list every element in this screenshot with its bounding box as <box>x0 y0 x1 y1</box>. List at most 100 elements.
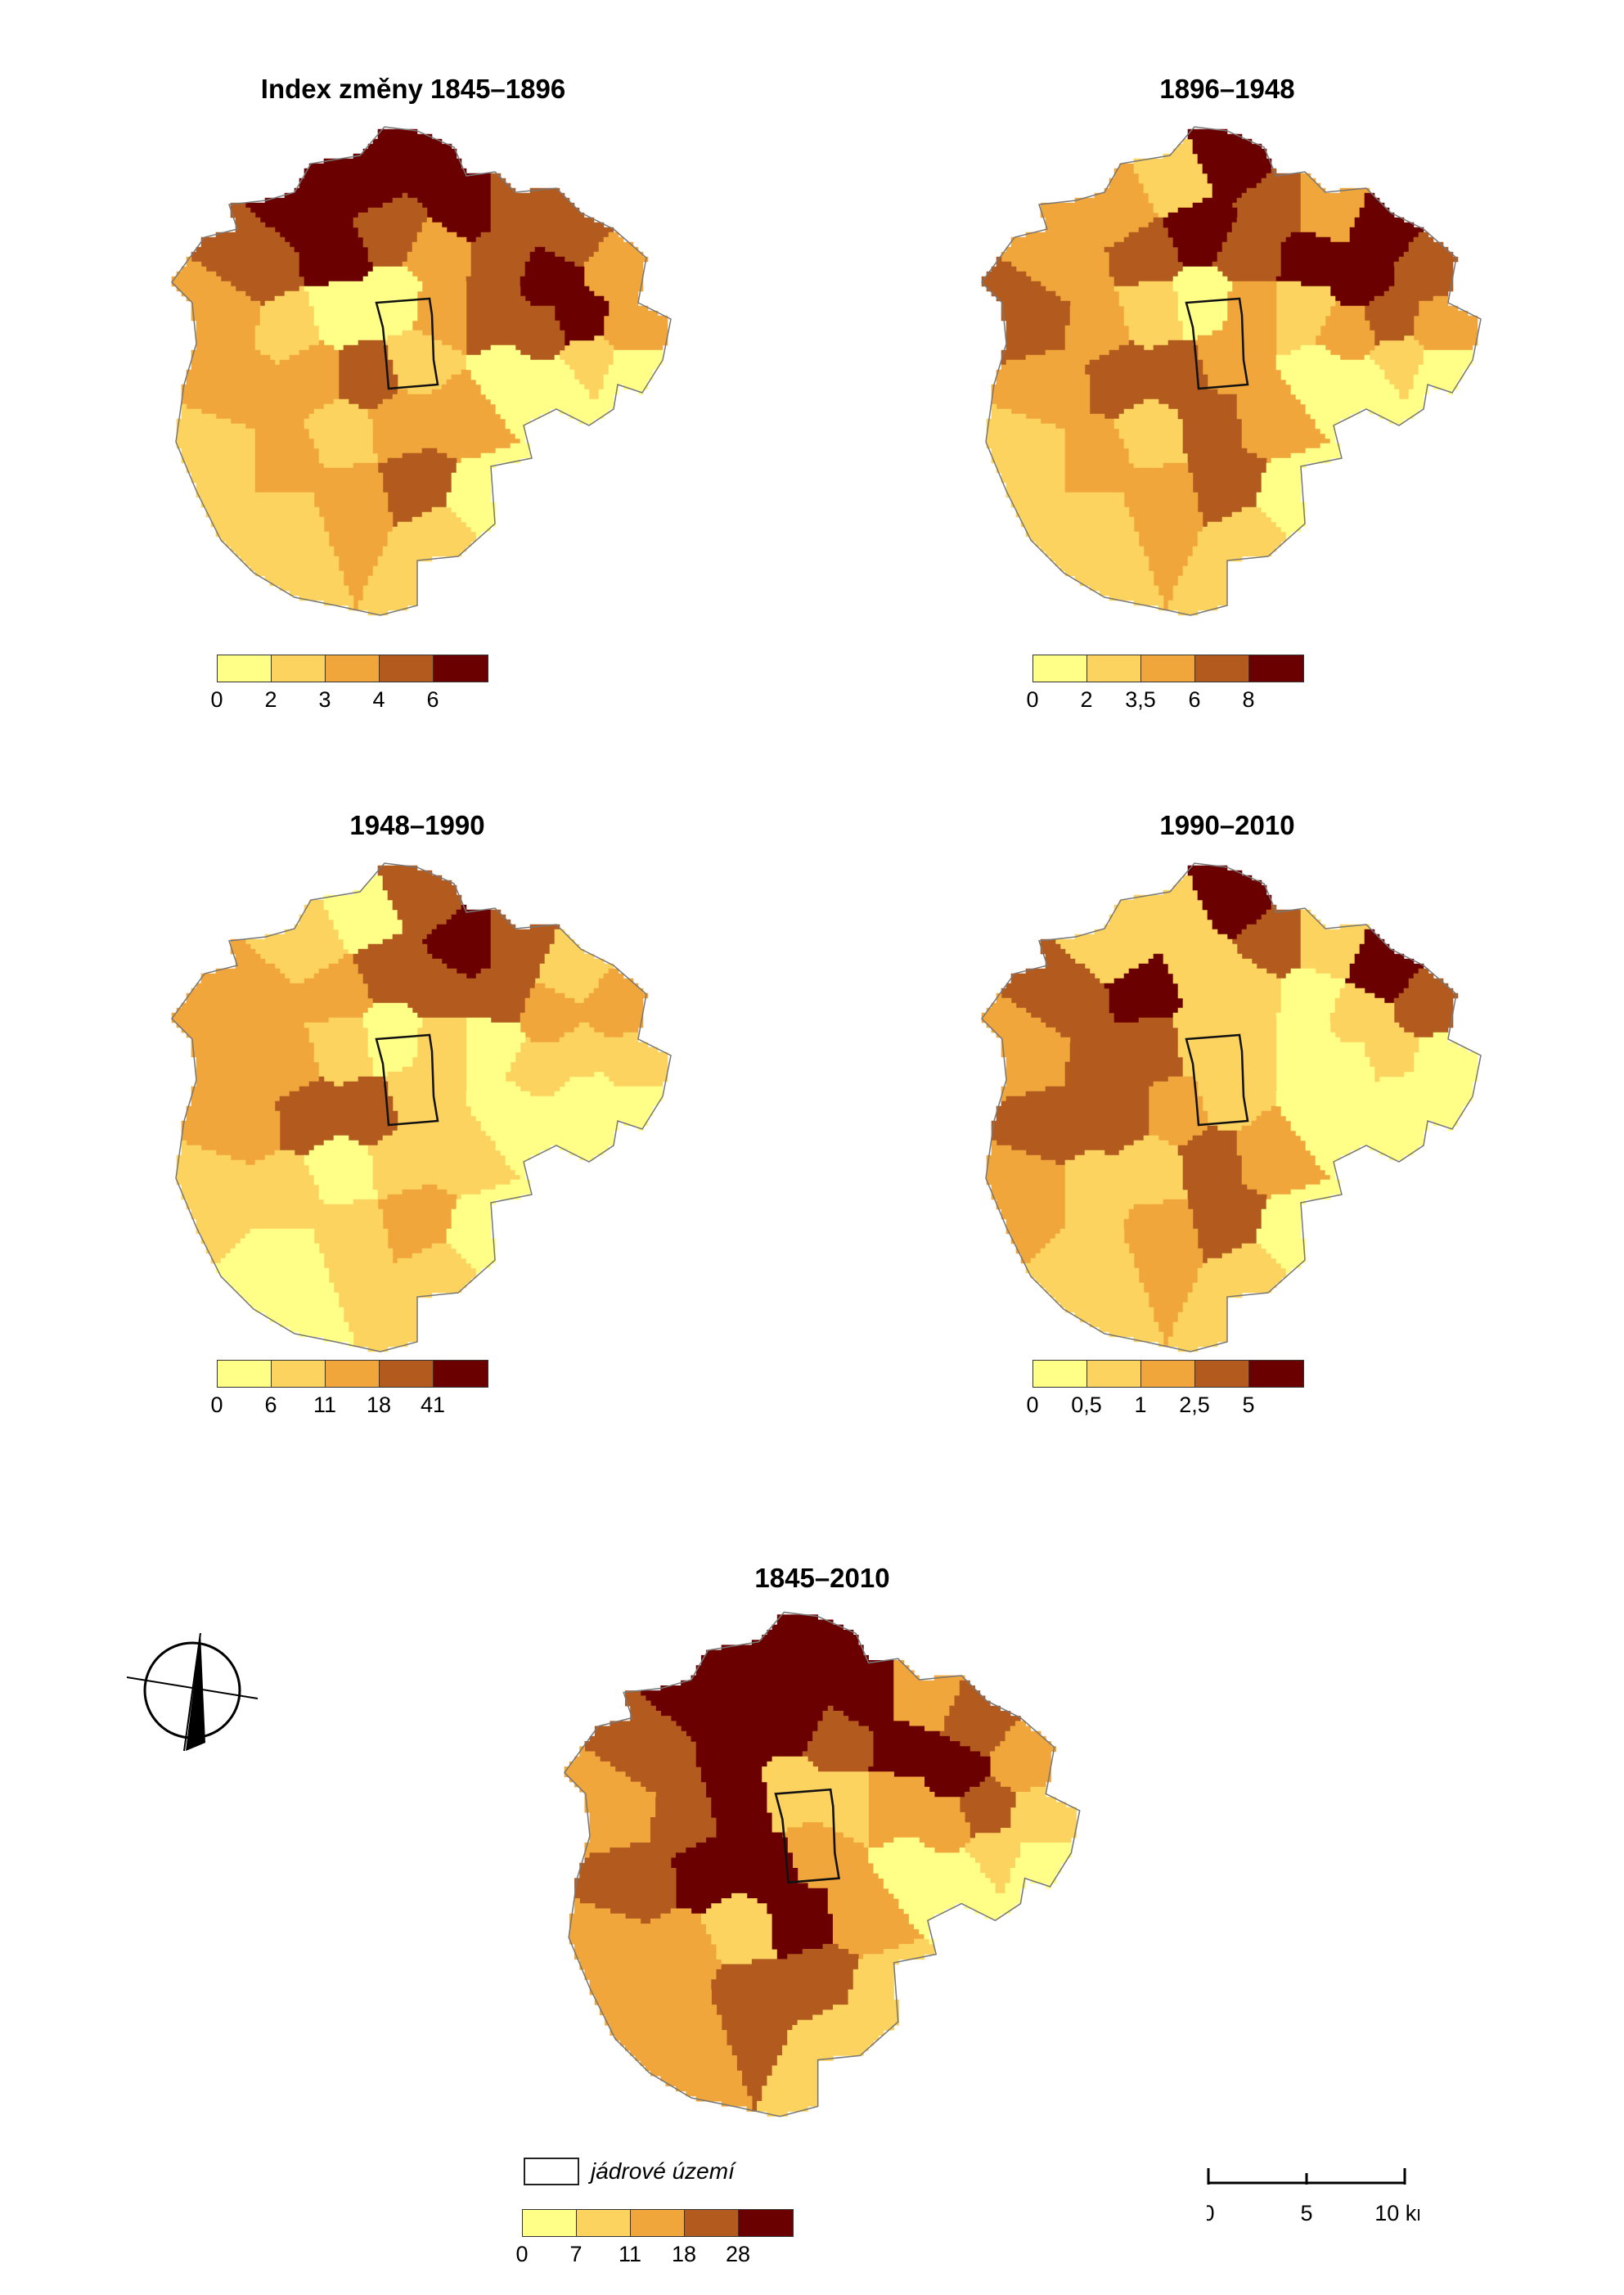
legend-tick-label: 2 <box>264 687 277 712</box>
legend-swatch <box>218 655 272 682</box>
legend-tick-label: 18 <box>366 1393 392 1417</box>
legend-swatch <box>1033 1361 1087 1387</box>
municipality-region <box>1025 492 1164 611</box>
legend-swatch <box>1249 655 1303 682</box>
legend-tick-label: 4 <box>372 687 385 712</box>
legend-swatch <box>434 1361 488 1387</box>
panel-title: 1845–2010 <box>754 1563 890 1593</box>
choropleth-map <box>981 862 1482 1352</box>
legend-tick-label: 5 <box>1242 1393 1255 1417</box>
legend-tick-label: 0 <box>210 1393 223 1417</box>
legend-color-bar <box>217 1360 488 1388</box>
legend-swatch <box>1087 1361 1141 1387</box>
municipality-region <box>989 1721 1057 1793</box>
panel-title: 1948–1990 <box>349 810 485 840</box>
legend-swatch <box>577 2210 631 2236</box>
core-area-outline <box>774 1788 840 1884</box>
map-outline <box>981 862 1482 1352</box>
panel-title: Index změny 1845–1896 <box>260 74 566 104</box>
map-legend: 0 0,5 1 2,5 5 <box>1026 1360 1304 1417</box>
core-area-outline <box>1185 297 1249 390</box>
municipality-region <box>1413 1032 1478 1087</box>
legend-tick-label: 7 <box>569 2242 583 2266</box>
municipality-region <box>593 1086 664 1156</box>
legend-swatch <box>434 655 488 682</box>
scale-tick-0: 0 <box>1207 2201 1215 2225</box>
municipality-region <box>1393 232 1459 302</box>
scale-bar: 0 5 10 km <box>1207 2168 1419 2225</box>
legend-swatch <box>685 2210 739 2236</box>
municipality-region <box>959 1776 1016 1838</box>
legend-tick-label: 6 <box>1188 687 1201 712</box>
municipality-region <box>554 1022 610 1082</box>
legend-color-bar <box>1032 1360 1304 1388</box>
legend-swatch <box>631 2210 685 2236</box>
legend-swatch <box>1087 655 1141 682</box>
legend-swatch <box>1195 655 1249 682</box>
scale-tick-5: 5 <box>1300 2201 1312 2225</box>
map-outline <box>563 1611 1081 2117</box>
municipality-region <box>1413 295 1478 351</box>
legend-tick-label: 3 <box>318 687 331 712</box>
municipality-region <box>1393 968 1459 1038</box>
choropleth-map <box>981 126 1482 616</box>
legend-ticks: 0 0,5 1 2,5 5 <box>1026 1388 1304 1417</box>
municipality-region <box>670 1832 737 1915</box>
legend-swatch <box>326 1361 380 1387</box>
municipality-region <box>583 232 649 302</box>
legend-tick-label: 18 <box>671 2242 697 2266</box>
municipality-region <box>1010 1786 1077 1843</box>
municipality-region <box>215 492 354 611</box>
panel-title: 1990–2010 <box>1159 810 1295 840</box>
municipality-region <box>868 1771 930 1848</box>
legend-swatch <box>380 1361 434 1387</box>
legend-swatch <box>380 655 434 682</box>
municipality-region <box>762 1756 824 1834</box>
legend-swatch <box>272 655 326 682</box>
map-legend: 0 6 11 18 41 <box>210 1360 488 1417</box>
north-arrow-icon <box>127 1632 259 1752</box>
municipality-region <box>466 281 526 356</box>
legend-tick-label: 6 <box>426 687 439 712</box>
map-outline <box>981 126 1482 616</box>
legend-tick-label: 0,5 <box>1071 1393 1102 1417</box>
legend-tick-label: 0 <box>515 2242 529 2266</box>
legend-ticks: 0 2 3 4 6 <box>210 682 488 712</box>
map-legend: 0 2 3 4 6 <box>210 655 488 712</box>
map-legend: 0 2 3,5 6 8 <box>1026 655 1304 712</box>
municipality-region <box>1329 246 1395 307</box>
legend-swatch <box>1033 655 1087 682</box>
core-area-swatch <box>524 2158 579 2185</box>
map-outline <box>171 862 672 1352</box>
core-area-outline <box>1185 1033 1249 1127</box>
legend-tick-label: 41 <box>420 1393 446 1417</box>
legend-tick-label: 0 <box>1026 1393 1039 1417</box>
choropleth-map <box>171 862 672 1352</box>
municipality-region <box>1172 266 1233 341</box>
legend-tick-label: 1 <box>1134 1393 1147 1417</box>
legend-tick-label: 11 <box>618 2242 642 2266</box>
municipality-region <box>603 1032 668 1087</box>
legend-tick-label: 11 <box>313 1393 337 1417</box>
map-outline <box>171 126 672 616</box>
municipality-region <box>1275 344 1351 444</box>
legend-ticks: 0 6 11 18 41 <box>210 1388 488 1417</box>
legend-swatch <box>739 2210 793 2236</box>
municipality-region <box>466 1081 541 1181</box>
core-area-label: jádrové území <box>591 2158 735 2184</box>
map-legend: 0 7 11 18 28 <box>515 2209 794 2266</box>
legend-tick-label: 2 <box>1080 687 1093 712</box>
legend-tick-label: 0 <box>210 687 223 712</box>
legend-tick-label: 0 <box>1026 687 1039 712</box>
choropleth-map <box>563 1611 1081 2117</box>
legend-tick-label: 6 <box>264 1393 277 1417</box>
legend-swatch <box>523 2210 577 2236</box>
municipality-region <box>215 1228 354 1348</box>
core-area-legend: jádrové území <box>524 2158 735 2185</box>
legend-color-bar <box>522 2209 794 2237</box>
municipality-region <box>1084 1076 1149 1156</box>
municipality-region <box>1364 1022 1419 1082</box>
legend-ticks: 0 7 11 18 28 <box>515 2237 794 2266</box>
legend-swatch <box>218 1361 272 1387</box>
legend-tick-label: 28 <box>725 2242 751 2266</box>
